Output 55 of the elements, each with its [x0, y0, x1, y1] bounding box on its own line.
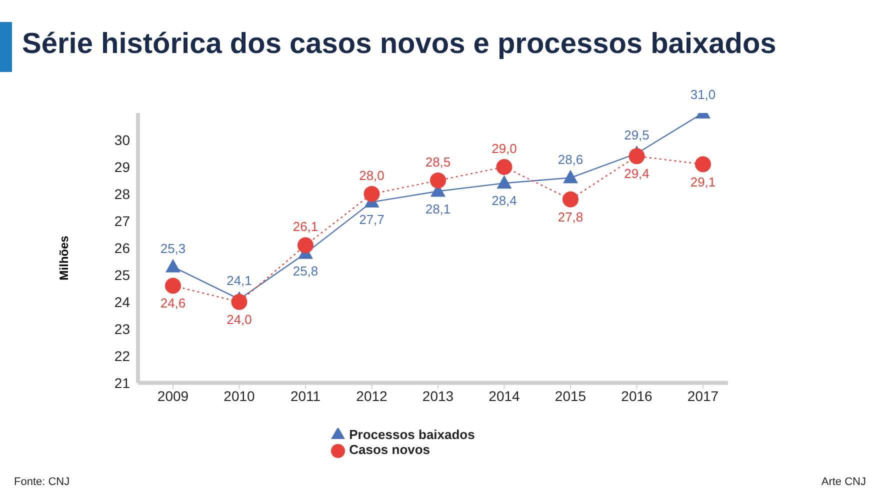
data-label: 27,7	[359, 212, 384, 228]
point	[165, 278, 181, 294]
y-tick-label: 26	[114, 240, 130, 256]
data-label: 29,0	[492, 140, 517, 156]
point	[563, 170, 578, 184]
data-label: 25,3	[160, 240, 186, 256]
point	[496, 158, 512, 175]
point	[496, 175, 512, 189]
y-axis-title: Milhões	[57, 236, 71, 280]
data-label: 29,4	[624, 166, 650, 182]
data-label: 24,0	[226, 312, 252, 327]
text: Arte CNJ	[821, 476, 866, 488]
x-tick-label: 2009	[157, 388, 189, 404]
x-tick-label: 2017	[687, 388, 719, 404]
source-note: Fonte: CNJ	[14, 476, 70, 488]
data-label: 27,8	[558, 209, 584, 224]
data-label: 28,0	[359, 168, 384, 183]
data-label: 24,1	[226, 273, 252, 288]
point	[166, 258, 180, 272]
point	[430, 172, 446, 188]
point	[562, 191, 578, 208]
data-label: 28,4	[492, 193, 517, 208]
y-tick-label: 30	[114, 132, 130, 148]
x-tick-label: 2011	[290, 388, 321, 404]
data-label: 31,0	[690, 87, 716, 102]
point	[298, 237, 314, 254]
x-tick-label: 2013	[422, 388, 454, 404]
point	[695, 156, 711, 172]
point	[364, 186, 380, 202]
data-label: 26,1	[292, 219, 318, 234]
x-tick-label: 2016	[621, 388, 653, 404]
data-label: 28,5	[425, 154, 451, 170]
data-label: 28,1	[425, 201, 451, 216]
point	[628, 148, 645, 164]
point	[231, 294, 248, 310]
y-tick-label: 27	[114, 212, 130, 229]
data-label: 29,5	[624, 127, 650, 142]
y-tick-label: 22	[114, 348, 130, 364]
legend-label: Processos baixados	[349, 426, 475, 442]
x-tick-label: 2012	[356, 388, 388, 404]
y-tick-label: 28	[114, 186, 130, 202]
x-tick-label: 2010	[224, 388, 256, 404]
y-tick-label: 21	[114, 374, 130, 391]
data-label: 25,8	[292, 263, 318, 278]
y-tick-label: 24	[114, 294, 130, 310]
chart-title: Série histórica dos casos novos e processos baixados	[22, 28, 776, 61]
data-label: 28,6	[558, 152, 584, 167]
data-label: 24,6	[160, 296, 186, 311]
data-label: 29,1	[690, 174, 716, 190]
legend-label: Casos novos	[349, 442, 430, 458]
x-tick-label: 2015	[554, 388, 586, 404]
x-tick-label: 2014	[488, 388, 520, 404]
y-tick-label: 23	[114, 320, 130, 337]
y-tick-label: 25	[114, 266, 130, 283]
y-tick-label: 29	[114, 158, 130, 175]
